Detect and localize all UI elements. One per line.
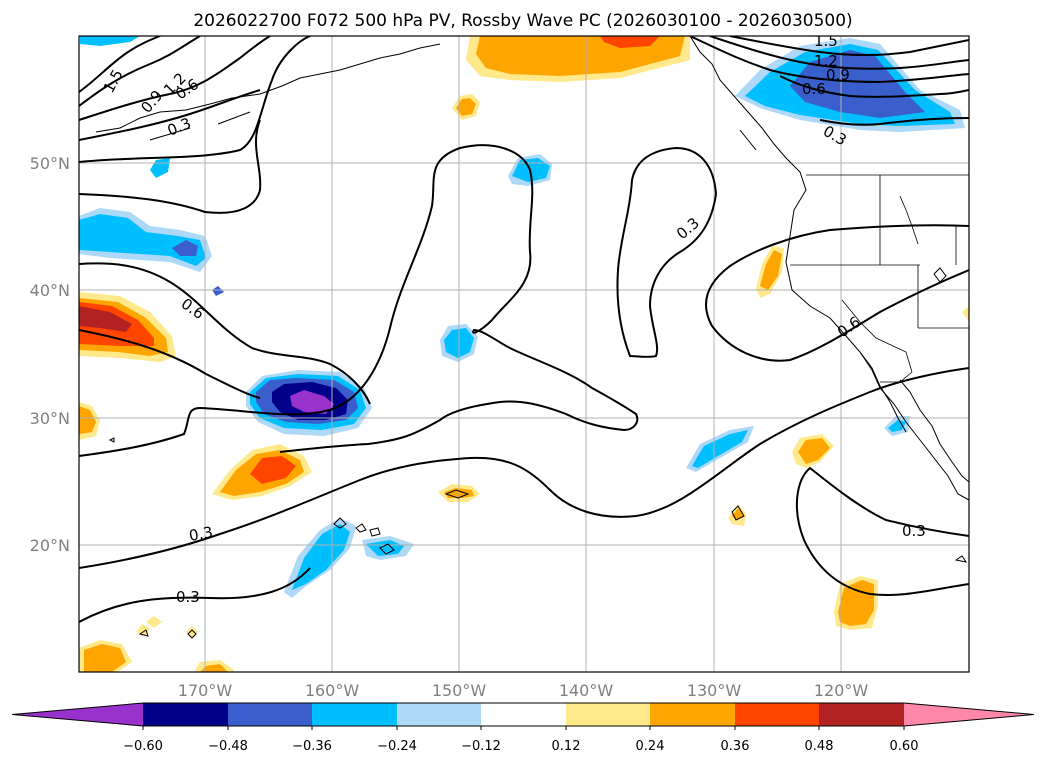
lat-label-20n: 20°N <box>30 536 70 555</box>
colorbar-tick-label: −0.12 <box>461 739 501 754</box>
colorbar-swatch <box>143 703 228 726</box>
pv-contours <box>79 36 969 623</box>
map-panel: 1.5 0.9 1.2 0.6 0.3 1.5 1.2 0.9 0.6 0.3 … <box>79 32 969 672</box>
contour-label: 1.2 <box>814 52 838 70</box>
coastlines <box>95 36 969 639</box>
lat-label-40n: 40°N <box>30 281 70 300</box>
colorbar-arrow-min <box>12 703 143 726</box>
colorbar-tick-label: 0.60 <box>890 739 919 754</box>
anomaly-shading <box>79 36 969 672</box>
latitude-labels: 50°N 40°N 30°N 20°N <box>30 154 70 555</box>
colorbar-arrow-max <box>904 703 1034 726</box>
map-border <box>78 35 970 673</box>
colorbar-tick-label: 0.24 <box>636 739 665 754</box>
figure-title: 2026022700 F072 500 hPa PV, Rossby Wave … <box>193 11 852 31</box>
contour-label: 0.3 <box>176 588 200 606</box>
graticule <box>79 36 969 672</box>
longitude-labels: 170°W 160°W 150°W 140°W 130°W 120°W <box>178 681 869 700</box>
colorbar-swatch <box>228 703 312 726</box>
colorbar-swatch <box>481 703 566 726</box>
colorbar-swatch <box>650 703 735 726</box>
contour-label: 0.3 <box>902 522 926 540</box>
contour-label: 1.5 <box>814 32 838 50</box>
contour-label: 0.3 <box>188 523 215 545</box>
colorbar-swatch <box>735 703 819 726</box>
colorbar-tick-label: −0.24 <box>377 739 417 754</box>
colorbar: −0.60 −0.48 −0.36 −0.24 −0.12 0.12 0.24 0.36 0.4… <box>11 702 1035 754</box>
colorbar-tick-label: 0.48 <box>805 739 834 754</box>
colorbar-tick-label: 0.12 <box>552 739 581 754</box>
colorbar-tick-label: −0.60 <box>123 739 163 754</box>
lon-label-140w: 140°W <box>559 681 614 700</box>
colorbar-tick-label: −0.48 <box>208 739 248 754</box>
colorbar-tick-label: 0.36 <box>721 739 750 754</box>
colorbar-swatch <box>397 703 481 726</box>
contour-label: 0.9 <box>826 66 850 84</box>
contour-label: 0.6 <box>802 80 826 98</box>
colorbar-swatch <box>566 703 650 726</box>
lon-label-170w: 170°W <box>178 681 233 700</box>
colorbar-swatch <box>312 703 397 726</box>
lat-label-50n: 50°N <box>30 154 70 173</box>
lon-label-120w: 120°W <box>814 681 869 700</box>
lon-label-130w: 130°W <box>687 681 742 700</box>
lon-label-160w: 160°W <box>305 681 360 700</box>
lon-label-150w: 150°W <box>432 681 487 700</box>
colorbar-swatch <box>819 703 904 726</box>
lat-label-30n: 30°N <box>30 409 70 428</box>
colorbar-tick-label: −0.36 <box>292 739 332 754</box>
